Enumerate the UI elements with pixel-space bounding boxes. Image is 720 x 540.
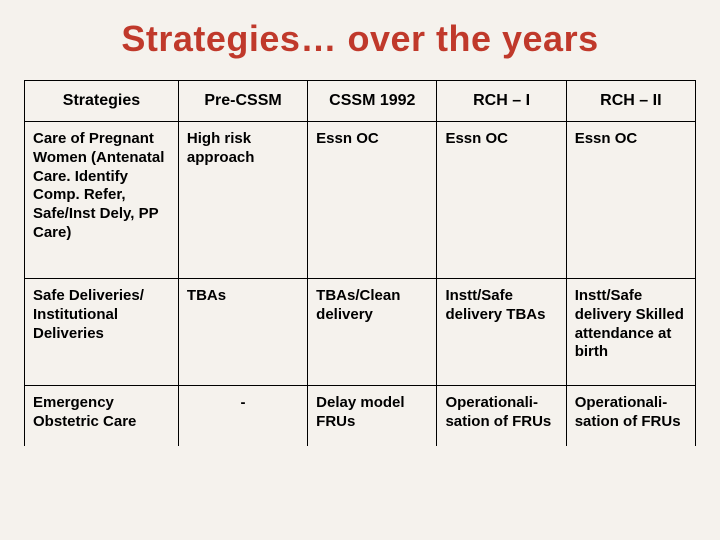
slide: Strategies… over the years Strategies Pr… [0,0,720,540]
table-row: Emergency Obstetric Care - Delay model F… [25,386,696,446]
cell-pre-cssm: TBAs [178,279,307,386]
cell-rch-i: Operationali-sation of FRUs [437,386,566,446]
cell-rch-i: Essn OC [437,122,566,279]
cell-rch-i: Instt/Safe delivery TBAs [437,279,566,386]
cell-cssm-1992: Delay model FRUs [308,386,437,446]
col-cssm-1992: CSSM 1992 [308,81,437,122]
slide-title: Strategies… over the years [24,18,696,60]
cell-rch-ii: Instt/Safe delivery Skilled attendance a… [566,279,695,386]
cell-rch-ii: Operationali-sation of FRUs [566,386,695,446]
table-row: Care of Pregnant Women (Antenatal Care. … [25,122,696,279]
cell-cssm-1992: TBAs/Clean delivery [308,279,437,386]
cell-strategy: Safe Deliveries/ Institutional Deliverie… [25,279,179,386]
cell-strategy: Care of Pregnant Women (Antenatal Care. … [25,122,179,279]
col-strategies: Strategies [25,81,179,122]
col-pre-cssm: Pre-CSSM [178,81,307,122]
cell-strategy: Emergency Obstetric Care [25,386,179,446]
table-row: Safe Deliveries/ Institutional Deliverie… [25,279,696,386]
col-rch-i: RCH – I [437,81,566,122]
cell-rch-ii: Essn OC [566,122,695,279]
strategies-table: Strategies Pre-CSSM CSSM 1992 RCH – I RC… [24,80,696,446]
cell-cssm-1992: Essn OC [308,122,437,279]
cell-pre-cssm: High risk approach [178,122,307,279]
col-rch-ii: RCH – II [566,81,695,122]
cell-pre-cssm: - [178,386,307,446]
table-header-row: Strategies Pre-CSSM CSSM 1992 RCH – I RC… [25,81,696,122]
